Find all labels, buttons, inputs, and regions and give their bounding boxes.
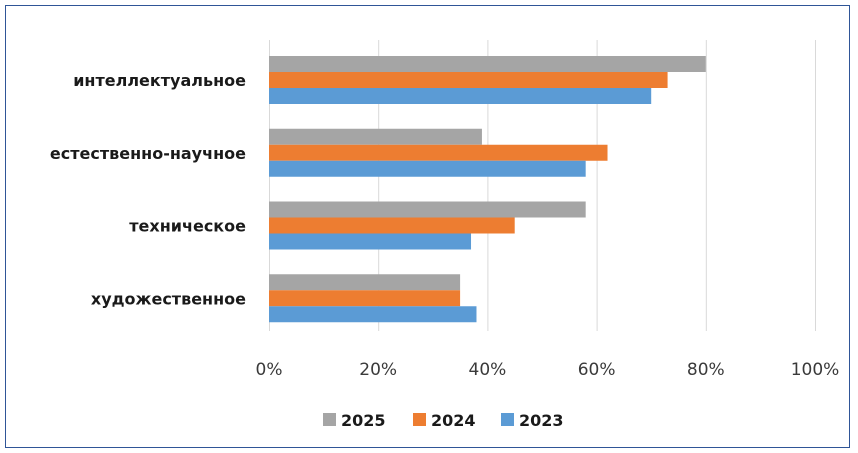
- legend-label-2024: 2024: [431, 411, 476, 430]
- x-tick-label: 40%: [469, 360, 507, 380]
- category-labels: интеллектуальное естественно-научное техни…: [50, 71, 246, 308]
- x-tick-label: 60%: [578, 360, 616, 380]
- bar-2023-0: [269, 88, 652, 104]
- bar-2023-3: [269, 306, 477, 323]
- legend-swatch-2024: [413, 413, 426, 426]
- x-tick-label: 80%: [687, 360, 725, 380]
- category-label: естественно-научное: [50, 144, 246, 163]
- bar-2025-1: [269, 128, 482, 145]
- bars: [269, 56, 706, 323]
- bar-2024-1: [269, 144, 608, 161]
- bar-2025-2: [269, 201, 586, 218]
- x-tick-label: 0%: [256, 360, 283, 380]
- bar-2023-2: [269, 233, 472, 250]
- bar-2023-1: [269, 160, 586, 177]
- legend-label-2025: 2025: [341, 411, 386, 430]
- x-tick-labels: 0% 20% 40% 60% 80% 100%: [256, 360, 840, 380]
- bar-2025-3: [269, 274, 461, 291]
- bar-2024-2: [269, 217, 515, 234]
- x-tick-label: 100%: [791, 360, 840, 380]
- bar-2025-0: [269, 56, 706, 72]
- x-tick-label: 20%: [359, 360, 397, 380]
- category-label: техническое: [129, 217, 246, 236]
- category-label: интеллектуальное: [73, 71, 246, 90]
- bar-2024-0: [269, 72, 668, 88]
- legend: 2025 2024 2023: [323, 411, 564, 430]
- bar-2024-3: [269, 290, 461, 307]
- legend-swatch-2023: [501, 413, 514, 426]
- legend-label-2023: 2023: [519, 411, 564, 430]
- category-label: художественное: [91, 289, 246, 308]
- legend-swatch-2025: [323, 413, 336, 426]
